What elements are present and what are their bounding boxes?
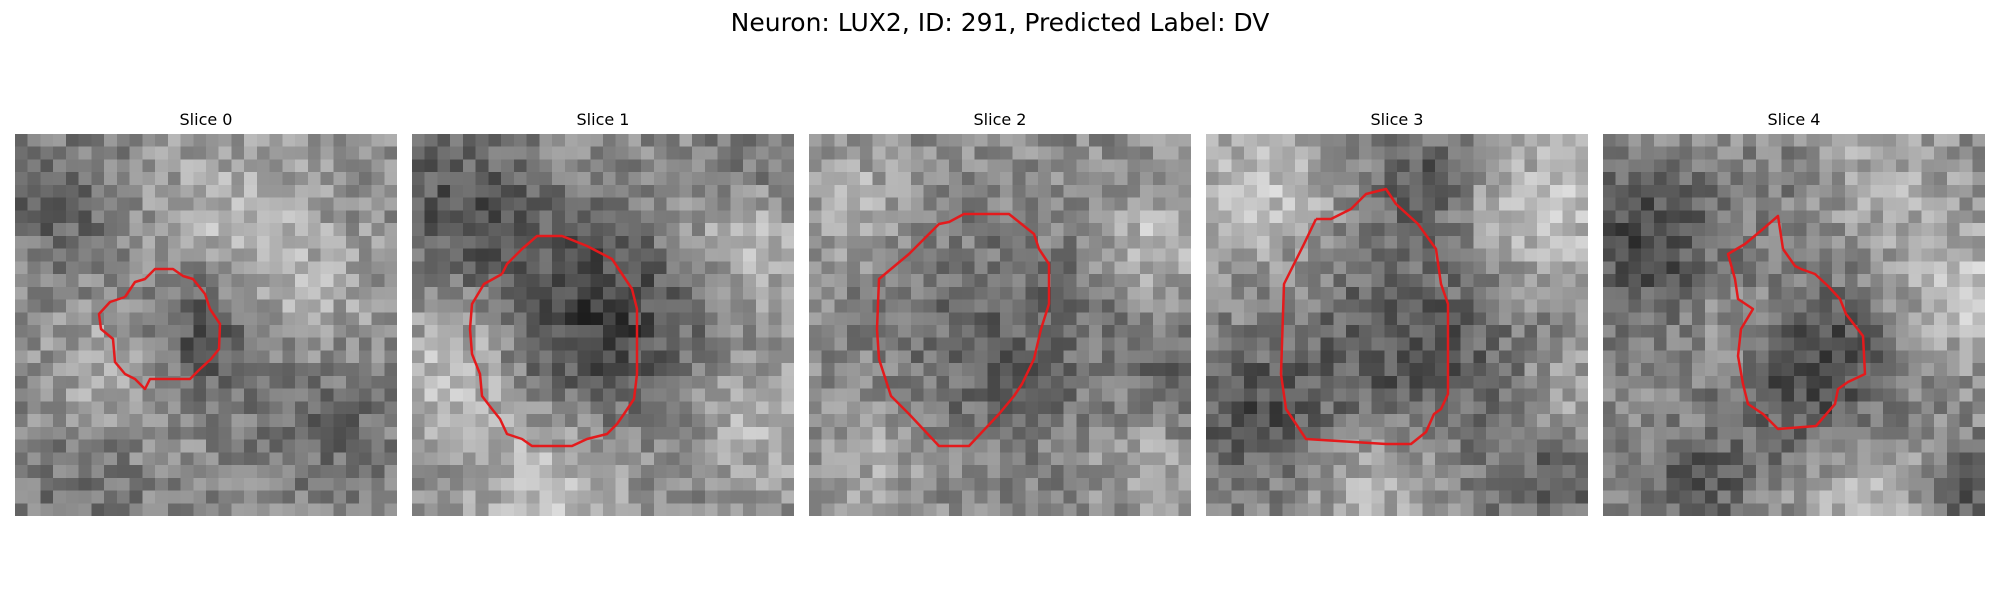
slice-panel-4: Slice 4 <box>1603 110 1985 520</box>
slice-title: Slice 0 <box>179 110 233 129</box>
slice-panel-3: Slice 3 <box>1206 110 1588 520</box>
slice-image-2 <box>809 134 1191 516</box>
neuron-outline <box>97 267 222 391</box>
slice-image-3 <box>1206 134 1588 516</box>
slice-image-4 <box>1603 134 1985 516</box>
grayscale-patch <box>1206 134 1588 516</box>
neuron-outline <box>468 234 639 448</box>
slice-title: Slice 3 <box>1370 110 1424 129</box>
neuron-outline <box>1726 214 1867 431</box>
slice-title: Slice 1 <box>576 110 630 129</box>
neuron-outline <box>1279 187 1450 446</box>
grayscale-patch <box>412 134 794 516</box>
slice-panel-0: Slice 0 <box>15 110 397 520</box>
slice-image-1 <box>412 134 794 516</box>
neuron-outline <box>875 212 1051 448</box>
slice-panel-1: Slice 1 <box>412 110 794 520</box>
slice-title: Slice 4 <box>1767 110 1821 129</box>
grayscale-patch <box>15 134 397 516</box>
grayscale-patch <box>1603 134 1985 516</box>
slice-title: Slice 2 <box>973 110 1027 129</box>
grayscale-patch <box>809 134 1191 516</box>
slice-image-0 <box>15 134 397 516</box>
figure-title: Neuron: LUX2, ID: 291, Predicted Label: … <box>730 8 1270 37</box>
slice-panel-2: Slice 2 <box>809 110 1191 520</box>
